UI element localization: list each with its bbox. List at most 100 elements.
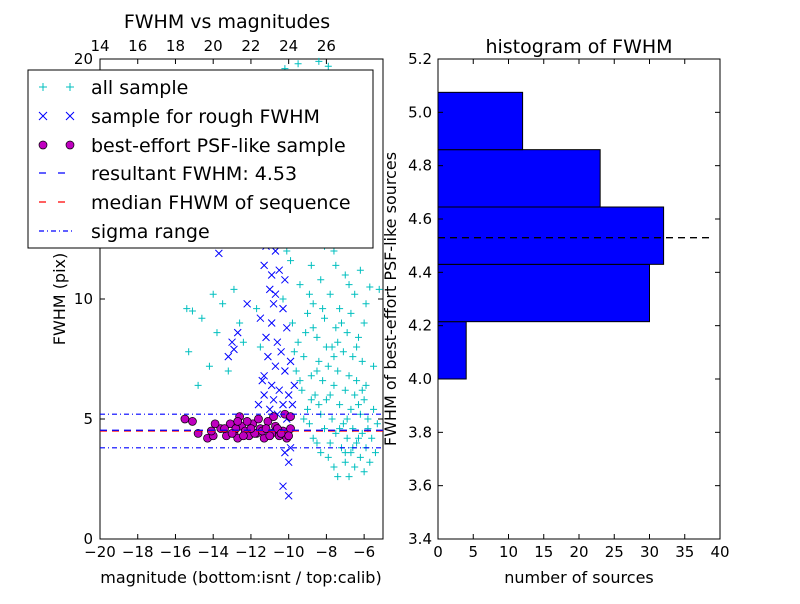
best-effort-point: [254, 414, 263, 424]
all-sample-point: [326, 290, 334, 298]
rough-sample-point: [258, 376, 267, 385]
left-y-tick-label: 5: [83, 410, 93, 428]
all-sample-point: [326, 439, 334, 447]
rough-sample-point: [271, 362, 280, 371]
rough-sample-point: [265, 405, 274, 414]
right-y-tick-label: 4.6: [408, 210, 432, 228]
all-sample-point: [322, 396, 330, 404]
rough-sample-point: [265, 285, 274, 294]
all-sample-point: [319, 305, 327, 313]
top-x-tick-label: 14: [90, 37, 109, 55]
all-sample-point: [334, 338, 342, 346]
histogram-bar: [437, 206, 665, 265]
legend-marker-cross: [38, 111, 48, 121]
histogram-bar: [437, 149, 601, 208]
rough-sample-point: [286, 357, 295, 366]
top-x-tick-label: 16: [128, 37, 147, 55]
left-x-tick-label: −10: [273, 543, 305, 561]
right-plot-area: [437, 91, 710, 380]
top-x-tick-label: 26: [317, 37, 336, 55]
all-sample-point: [294, 60, 302, 68]
all-sample-point: [219, 300, 227, 308]
all-sample-point: [304, 405, 312, 413]
left-x-tick-label: −6: [353, 543, 375, 561]
left-chart-title: FWHM vs magnitudes: [124, 11, 330, 33]
all-sample-point: [183, 305, 191, 313]
all-sample-point: [345, 372, 353, 380]
rough-sample-point: [230, 345, 238, 354]
all-sample-point: [239, 338, 247, 346]
left-x-tick-label: −16: [160, 543, 192, 561]
right-y-tick-label: 5.0: [408, 103, 432, 121]
right-chart-title: histogram of FWHM: [485, 36, 672, 58]
all-sample-point: [328, 415, 336, 423]
all-sample-point: [336, 401, 344, 409]
all-sample-point: [334, 367, 342, 375]
best-effort-point: [239, 431, 248, 441]
all-sample-point: [351, 290, 359, 298]
all-sample-point: [309, 434, 317, 442]
all-sample-point: [236, 319, 244, 327]
histogram-bar: [437, 263, 650, 323]
best-effort-point: [188, 417, 197, 426]
right-x-axis-label: number of sources: [504, 568, 654, 587]
right-y-tick-label: 4.0: [408, 370, 432, 388]
all-sample-point: [296, 377, 304, 385]
all-sample-point: [315, 57, 323, 65]
all-sample-point: [330, 247, 338, 255]
left-y-tick-label: 0: [83, 530, 93, 548]
all-sample-point: [304, 309, 312, 317]
all-sample-point: [315, 401, 323, 409]
all-sample-point: [307, 396, 315, 404]
all-sample-point: [305, 420, 313, 428]
all-sample-point: [345, 281, 353, 289]
all-sample-point: [188, 307, 196, 315]
all-sample-point: [353, 377, 361, 385]
right-y-tick-label: 4.8: [408, 157, 432, 175]
legend-label: resultant FWHM: 4.53: [91, 163, 297, 185]
legend-marker-plus: [39, 83, 47, 91]
all-sample-point: [313, 439, 321, 447]
legend-label: sample for rough FWHM: [91, 106, 320, 128]
all-sample-point: [230, 285, 238, 293]
all-sample-point: [341, 386, 349, 394]
legend-box: [27, 69, 374, 249]
left-y-tick-label: 20: [74, 50, 93, 68]
left-x-tick-label: −14: [197, 543, 229, 561]
all-sample-point: [205, 362, 213, 370]
all-sample-point: [339, 420, 347, 428]
rough-sample-point: [271, 290, 280, 299]
all-sample-point: [336, 305, 344, 313]
rough-sample-point: [281, 275, 289, 284]
rough-sample-point: [271, 247, 280, 255]
top-x-tick-label: 20: [204, 37, 223, 55]
best-effort-point: [180, 414, 190, 424]
all-sample-point: [366, 458, 374, 466]
all-sample-point: [313, 333, 321, 341]
rough-sample-point: [281, 448, 289, 457]
all-sample-point: [283, 247, 291, 255]
all-sample-point: [332, 429, 340, 437]
legend-marker-circle: [65, 140, 75, 150]
all-sample-point: [213, 329, 221, 337]
all-sample-point: [324, 62, 332, 70]
all-sample-point: [209, 290, 217, 298]
best-effort-point: [210, 419, 220, 429]
all-sample-point: [287, 257, 295, 265]
right-x-tick-label: 30: [640, 543, 659, 561]
all-sample-point: [317, 449, 325, 457]
rough-sample-point: [233, 328, 242, 337]
rough-sample-point: [284, 491, 293, 500]
rough-sample-point: [275, 386, 284, 395]
right-y-tick-label: 4.2: [408, 317, 432, 335]
all-sample-point: [292, 367, 300, 375]
all-sample-point: [371, 449, 379, 457]
rough-sample-point: [269, 299, 278, 308]
all-sample-point: [332, 261, 340, 269]
rough-sample-point: [273, 338, 282, 347]
all-sample-point: [360, 468, 368, 476]
right-ticks: 0 5 10 15 20 25 30 35 40 3.4 3.6 3.8 4.0 4.2 4.4 4.6 4.8…: [408, 50, 729, 561]
all-sample-point: [351, 463, 359, 471]
all-sample-point: [296, 281, 304, 289]
all-sample-point: [322, 343, 330, 351]
